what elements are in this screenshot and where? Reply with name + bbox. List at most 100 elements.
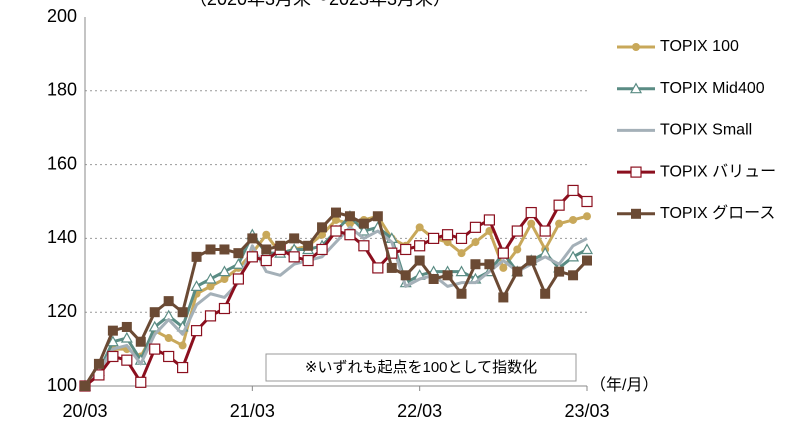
marker	[470, 259, 481, 270]
marker	[178, 341, 187, 350]
marker	[218, 265, 231, 277]
marker	[260, 254, 272, 267]
marker	[497, 247, 509, 259]
marker	[247, 233, 258, 244]
marker	[499, 263, 508, 272]
legend-marker	[631, 208, 641, 219]
marker	[204, 272, 217, 284]
x-tick-label: 20/03	[62, 401, 107, 421]
marker	[457, 249, 466, 258]
marker	[232, 273, 244, 285]
marker	[107, 350, 119, 363]
marker	[289, 233, 300, 244]
marker	[149, 343, 161, 355]
marker	[400, 270, 411, 281]
marker	[121, 354, 133, 366]
marker	[345, 219, 354, 228]
marker	[246, 251, 258, 263]
x-tick-label: 23/03	[564, 401, 609, 421]
marker	[219, 244, 230, 255]
marker	[190, 325, 203, 337]
marker	[469, 221, 482, 233]
marker	[316, 243, 328, 256]
marker	[233, 248, 244, 259]
marker	[471, 238, 480, 247]
marker	[484, 259, 495, 270]
marker	[190, 280, 203, 291]
subtitle: （2020年3月末～2023年3月末）	[189, 0, 451, 9]
marker	[344, 211, 355, 222]
marker	[414, 255, 425, 266]
marker	[483, 214, 495, 226]
marker	[318, 230, 327, 239]
plot: 100 120 140 160 180 200 20/03 21/03 22/03 23/03 TO…	[47, 6, 776, 421]
marker	[275, 240, 286, 251]
y-tick-label: 120	[47, 301, 77, 321]
marker	[204, 310, 217, 322]
marker	[93, 369, 105, 381]
marker	[357, 224, 370, 236]
x-tick-label: 21/03	[230, 401, 275, 421]
x-tick-label: 22/03	[397, 401, 442, 421]
marker	[567, 184, 579, 197]
marker	[163, 296, 174, 307]
marker	[372, 262, 384, 274]
marker	[400, 243, 412, 256]
legend-label: TOPIX バリュー	[660, 163, 776, 180]
marker	[332, 215, 340, 224]
marker	[567, 250, 580, 262]
marker	[121, 321, 132, 332]
marker	[303, 240, 314, 251]
marker	[553, 199, 565, 211]
y-tick-label: 100	[47, 375, 77, 395]
marker	[331, 207, 341, 218]
marker	[191, 251, 202, 262]
marker	[428, 232, 440, 244]
marker	[386, 262, 397, 273]
marker	[93, 358, 104, 369]
marker	[414, 240, 426, 252]
marker	[163, 350, 175, 363]
marker	[455, 265, 468, 277]
marker	[135, 336, 146, 347]
marker	[485, 227, 494, 236]
y-tick-label: 200	[47, 6, 77, 26]
marker	[539, 225, 551, 237]
marker	[525, 206, 537, 219]
marker	[526, 255, 537, 266]
marker	[456, 288, 467, 299]
marker	[415, 223, 424, 232]
marker	[317, 222, 328, 233]
marker	[568, 270, 579, 281]
marker	[442, 270, 453, 281]
marker	[358, 240, 370, 252]
marker	[581, 195, 593, 208]
marker	[512, 266, 523, 277]
marker	[80, 381, 90, 391]
y-tick-label: 160	[47, 153, 77, 173]
marker	[107, 325, 118, 336]
marker	[498, 292, 509, 303]
legend-label: TOPIX Mid400	[660, 80, 765, 97]
legend-marker	[629, 82, 643, 94]
y-tick-label: 140	[47, 227, 77, 247]
marker	[120, 331, 133, 343]
marker	[455, 232, 468, 244]
marker	[358, 218, 369, 229]
marker	[205, 244, 216, 255]
marker	[527, 219, 536, 228]
marker	[262, 230, 271, 239]
marker	[232, 257, 245, 269]
legend-label: TOPIX グロース	[660, 204, 775, 222]
marker	[540, 288, 551, 299]
marker	[218, 302, 231, 315]
marker	[441, 229, 454, 241]
marker	[220, 274, 229, 283]
marker	[513, 245, 522, 254]
marker	[106, 335, 119, 347]
marker	[580, 243, 594, 255]
marker	[582, 255, 592, 266]
legend-label: TOPIX Small	[660, 122, 752, 139]
marker	[511, 225, 523, 237]
marker	[569, 215, 578, 224]
